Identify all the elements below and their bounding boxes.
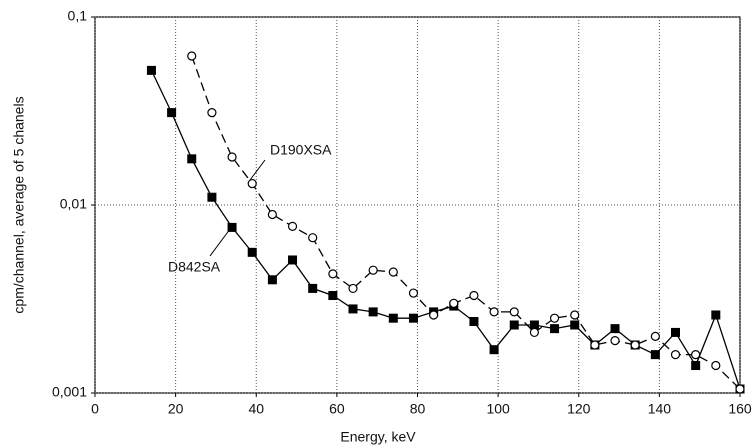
marker [429, 310, 439, 320]
marker [630, 340, 640, 350]
x-tick-label: 60 [329, 401, 345, 417]
y-tick-label: 0,1 [68, 8, 88, 24]
marker [187, 154, 197, 164]
x-axis-title: Energy, keV [340, 429, 416, 445]
x-tick-label: 140 [648, 401, 672, 417]
annotation: D190XSA [270, 142, 332, 158]
marker [247, 247, 257, 257]
marker [711, 360, 721, 371]
marker [711, 310, 721, 320]
marker [227, 152, 237, 162]
marker [287, 221, 298, 231]
marker [650, 350, 660, 360]
marker [368, 265, 378, 275]
x-tick-label: 20 [168, 401, 184, 417]
annotation: D842SA [168, 259, 221, 275]
marker [368, 307, 378, 317]
marker [207, 108, 217, 118]
series-line [191, 55, 741, 390]
marker [549, 313, 560, 323]
marker [509, 307, 519, 317]
marker [187, 51, 197, 61]
marker [469, 317, 479, 327]
marker [570, 320, 580, 330]
marker [735, 384, 745, 394]
marker [408, 288, 419, 298]
marker [610, 324, 620, 334]
marker [267, 209, 277, 220]
series-line [150, 70, 741, 390]
marker [308, 283, 318, 293]
marker [207, 192, 217, 202]
marker [348, 304, 358, 314]
marker [408, 313, 418, 323]
marker [671, 327, 680, 337]
marker [650, 331, 660, 342]
marker [670, 350, 681, 360]
marker [267, 275, 277, 285]
marker [146, 65, 156, 75]
marker [691, 350, 701, 360]
marker [348, 283, 358, 294]
marker [469, 290, 479, 301]
x-tick-label: 40 [248, 401, 264, 417]
x-tick-label: 160 [728, 401, 752, 417]
marker [610, 335, 620, 346]
marker [247, 178, 257, 189]
marker [167, 108, 177, 118]
marker [691, 361, 701, 371]
marker [328, 269, 338, 279]
annotation-leader [249, 159, 266, 181]
marker [590, 340, 600, 350]
marker [550, 324, 560, 334]
x-tick-label: 100 [486, 401, 510, 417]
marker [308, 233, 318, 243]
x-tick-label: 0 [91, 401, 99, 417]
marker [529, 320, 539, 330]
annotation-leader [209, 228, 231, 257]
y-axis-title: cpm/channel, average of 5 chanels [11, 96, 27, 313]
marker [227, 222, 237, 232]
marker [570, 310, 580, 320]
y-tick-label: 0,01 [60, 196, 87, 212]
marker [388, 313, 398, 323]
x-tick-label: 120 [567, 401, 591, 417]
marker [388, 267, 398, 277]
marker [489, 345, 499, 355]
x-tick-label: 80 [410, 401, 426, 417]
y-tick-label: 0,001 [52, 384, 87, 400]
marker [509, 320, 519, 330]
marker [328, 291, 338, 301]
marker [449, 298, 459, 308]
marker [489, 307, 499, 317]
marker [529, 327, 540, 338]
marker [288, 255, 298, 265]
